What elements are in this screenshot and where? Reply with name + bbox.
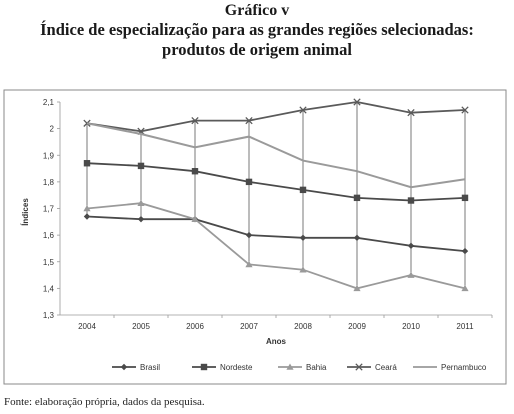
x-tick-label: 2011 (456, 322, 474, 331)
x-tick-label: 2010 (402, 322, 420, 331)
series-line-pernambuco (86, 122, 466, 189)
y-tick-label: 1,5 (43, 258, 55, 267)
data-point (353, 98, 361, 106)
y-tick-label: 1,7 (43, 205, 55, 214)
y-axis-ticks: 1,3 1,4 1,5 1,6 1,7 1,8 1,9 2 2,1 (43, 98, 60, 320)
data-point (299, 186, 307, 194)
data-point (407, 242, 415, 249)
data-point (355, 363, 363, 371)
data-point (407, 108, 415, 117)
data-point (461, 247, 469, 255)
data-point (120, 363, 128, 371)
y-tick-label: 1,9 (43, 151, 55, 160)
source-note: Fonte: elaboração própria, dados da pesq… (4, 396, 205, 408)
series-line-nordeste (86, 162, 466, 202)
data-point (191, 215, 199, 222)
y-tick-label: 1,8 (43, 178, 55, 187)
y-axis-label: Índices (21, 198, 30, 226)
data-point (83, 205, 91, 212)
data-point (407, 271, 415, 278)
data-point (353, 234, 361, 241)
data-point (83, 213, 91, 220)
data-point (461, 284, 469, 292)
figure-label: Gráfico v (224, 2, 290, 19)
y-tick-label: 1,3 (43, 311, 55, 320)
legend-label: Bahia (306, 363, 327, 372)
series-line-brasil (86, 215, 466, 252)
data-point (137, 199, 145, 206)
chart-frame (3, 89, 507, 385)
series-line-bahia (86, 202, 466, 290)
x-tick-label: 2008 (294, 322, 312, 331)
data-point (461, 194, 469, 202)
x-tick-label: 2009 (348, 322, 366, 331)
data-point (245, 231, 253, 239)
data-point (191, 168, 199, 175)
y-tick-label: 2,1 (43, 98, 55, 107)
data-point (245, 116, 253, 125)
data-point (299, 234, 307, 241)
y-tick-label: 1,6 (43, 231, 55, 240)
x-tick-label: 2005 (132, 322, 150, 331)
chart-title-line2: produtos de origem animal (162, 40, 352, 59)
x-tick-label: 2007 (240, 322, 258, 331)
data-point (353, 194, 361, 202)
legend-label: Nordeste (220, 363, 253, 372)
data-point (200, 363, 208, 371)
series-line-cear (86, 101, 466, 133)
legend: Brasil Nordeste Bahia Ceará Pernambuco (112, 363, 487, 372)
data-point (299, 266, 307, 273)
x-tick-label: 2004 (78, 322, 96, 331)
chart-title-line1: Índice de especialização para as grandes… (40, 20, 474, 39)
data-point (286, 363, 294, 370)
line-chart: 1,31,41,51,61,71,81,922,1 2004 2005 2006 20… (3, 89, 507, 385)
legend-label: Ceará (375, 363, 397, 372)
data-point (191, 116, 199, 125)
series-group (83, 98, 469, 292)
data-point (245, 178, 253, 186)
data-point (299, 106, 307, 114)
legend-label: Pernambuco (441, 363, 487, 372)
data-point (407, 197, 415, 204)
data-point (137, 215, 145, 223)
data-point (353, 284, 361, 292)
x-axis-ticks: 2004 2005 2006 2007 2008 2009 2010 2011 (78, 315, 493, 331)
data-point (137, 162, 145, 170)
data-point (245, 260, 253, 268)
x-axis-label: Anos (266, 337, 287, 346)
data-point (461, 106, 469, 114)
legend-label: Brasil (140, 363, 160, 372)
data-point (83, 160, 91, 167)
x-tick-label: 2006 (186, 322, 204, 331)
y-tick-label: 1,4 (43, 284, 55, 293)
y-tick-label: 2 (50, 125, 55, 134)
